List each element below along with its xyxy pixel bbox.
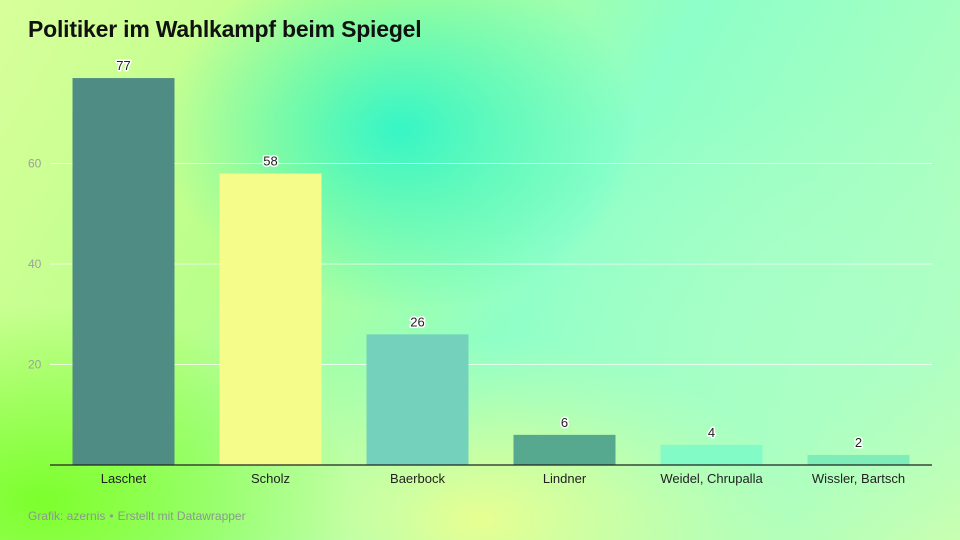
bar: [72, 78, 175, 465]
bar-value-label: 4: [708, 425, 715, 440]
bar-value-label: 6: [561, 415, 568, 430]
y-tick-label: 60: [28, 157, 42, 171]
bar-value-label: 26: [410, 314, 424, 329]
footer-credit: Erstellt mit Datawrapper: [117, 509, 246, 523]
bar-value-label: 58: [263, 154, 277, 169]
bar: [219, 173, 322, 466]
chart-title: Politiker im Wahlkampf beim Spiegel: [28, 16, 422, 42]
footer-source: Grafik: azernis: [28, 509, 106, 523]
axes: 20 40 60 Laschet Scholz Baerbock Lindner Weidel…: [28, 157, 932, 486]
x-tick-label: Weidel, Chrupalla: [660, 471, 763, 486]
x-tick-label: Lindner: [543, 471, 587, 486]
y-tick-label: 20: [28, 358, 42, 372]
bars: [72, 78, 910, 466]
footer: Grafik: azernis • Erstellt mit Datawrapper: [28, 509, 246, 523]
gridlines: [50, 163, 932, 365]
footer-separator: •: [109, 509, 114, 523]
value-labels: 77 58 26 6 4 2: [115, 57, 864, 452]
x-tick-label: Scholz: [251, 471, 290, 486]
bar: [660, 444, 763, 465]
bar-value-label: 77: [116, 58, 130, 73]
x-tick-label: Laschet: [101, 471, 147, 486]
x-tick-label: Wissler, Bartsch: [812, 471, 905, 486]
bar-value-label: 2: [855, 435, 862, 450]
bar: [513, 434, 616, 465]
y-tick-label: 40: [28, 257, 42, 271]
bar: [366, 334, 469, 465]
x-tick-label: Baerbock: [390, 471, 445, 486]
bar: [807, 454, 910, 465]
